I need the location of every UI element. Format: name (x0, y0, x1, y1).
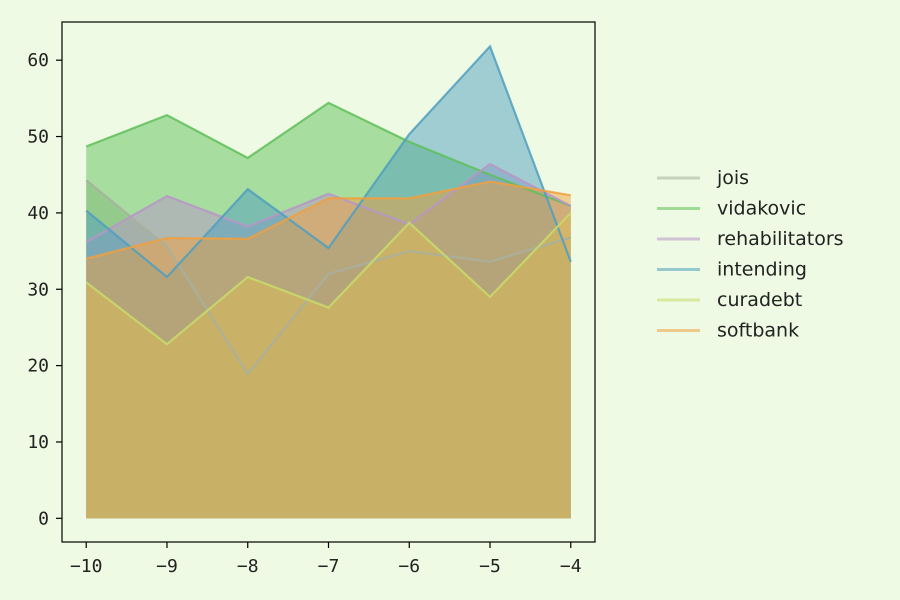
legend-label-jois: jois (716, 167, 749, 189)
y-tick-label: 30 (27, 279, 49, 300)
legend-label-rehabilitators: rehabilitators (717, 228, 844, 250)
y-tick-label: 40 (27, 203, 49, 224)
y-axis: 0 10 20 30 40 50 60 (27, 50, 62, 529)
x-tick-label: −5 (479, 556, 501, 577)
area-softbank (86, 181, 571, 519)
line-curadebt (85, 212, 572, 346)
line-vidakovic (85, 101, 572, 208)
line-intending (85, 44, 572, 279)
x-axis: −10 −9 −8 −7 −6 −5 −4 (70, 542, 582, 577)
series-areas (86, 46, 571, 519)
x-tick-label: −9 (156, 556, 178, 577)
y-tick-label: 20 (27, 356, 49, 377)
x-tick-label: −7 (318, 556, 340, 577)
line-softbank (85, 180, 571, 260)
line-rehabilitators (85, 162, 572, 243)
x-tick-label: −8 (237, 556, 259, 577)
x-tick-label: −10 (70, 556, 103, 577)
series-lines (85, 44, 572, 376)
legend: jois vidakovic rehabilitators intending cura… (657, 167, 844, 342)
y-tick-label: 0 (38, 508, 49, 529)
legend-label-curadebt: curadebt (717, 289, 802, 311)
x-tick-label: −6 (398, 556, 420, 577)
y-tick-label: 50 (27, 127, 49, 148)
line-jois (85, 179, 572, 376)
y-tick-label: 10 (27, 432, 49, 453)
legend-label-softbank: softbank (717, 320, 799, 342)
x-tick-label: −4 (560, 556, 582, 577)
y-tick-label: 60 (27, 50, 49, 71)
legend-label-vidakovic: vidakovic (717, 198, 806, 220)
legend-label-intending: intending (717, 259, 807, 281)
